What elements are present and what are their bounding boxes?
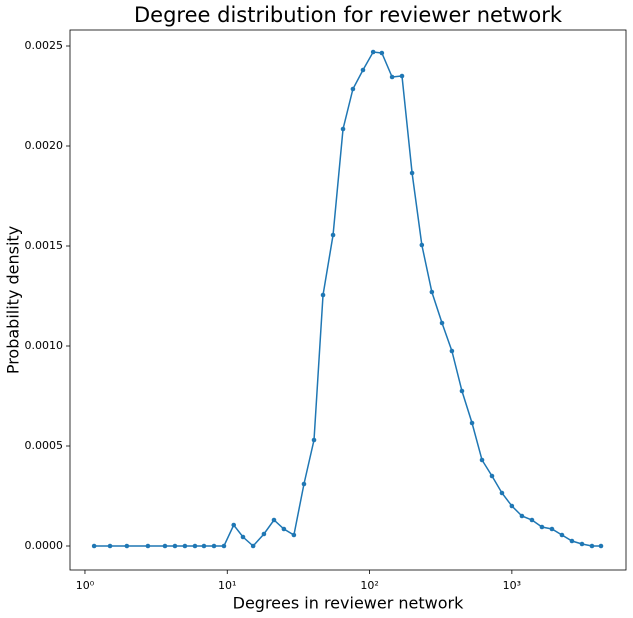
data-point bbox=[301, 481, 307, 487]
y-tick-label: 0.0025 bbox=[25, 39, 64, 52]
data-point bbox=[559, 532, 565, 538]
data-point bbox=[419, 242, 425, 248]
data-point bbox=[162, 543, 168, 549]
y-tick-label: 0.0005 bbox=[25, 439, 64, 452]
data-point bbox=[399, 73, 405, 79]
x-tick-label: 10³ bbox=[503, 579, 521, 592]
data-point bbox=[479, 457, 485, 463]
x-axis-label: Degrees in reviewer network bbox=[233, 594, 464, 613]
y-tick-label: 0.0000 bbox=[25, 539, 64, 552]
plot-frame bbox=[69, 29, 627, 571]
data-point bbox=[409, 170, 415, 176]
data-point bbox=[124, 543, 130, 549]
data-point bbox=[379, 50, 385, 56]
y-axis-label: Probability density bbox=[4, 226, 23, 374]
data-point bbox=[489, 473, 495, 479]
data-point bbox=[182, 543, 188, 549]
data-point bbox=[211, 543, 217, 549]
data-point bbox=[240, 534, 246, 540]
data-point bbox=[145, 543, 151, 549]
y-tick-label: 0.0020 bbox=[25, 139, 64, 152]
data-point bbox=[250, 543, 256, 549]
data-point bbox=[429, 289, 435, 295]
x-tick-label: 10² bbox=[360, 579, 378, 592]
data-point bbox=[499, 490, 505, 496]
y-tick-label: 0.0010 bbox=[25, 339, 64, 352]
x-tick-label: 10⁰ bbox=[76, 579, 95, 592]
data-point bbox=[107, 543, 113, 549]
data-point bbox=[439, 320, 445, 326]
data-point bbox=[320, 292, 326, 298]
y-tick-label: 0.0015 bbox=[25, 239, 64, 252]
data-point bbox=[231, 522, 237, 528]
data-point bbox=[192, 543, 198, 549]
data-point bbox=[569, 538, 575, 544]
data-point bbox=[360, 67, 366, 73]
data-line bbox=[94, 51, 601, 548]
data-point bbox=[449, 348, 455, 354]
data-point bbox=[459, 388, 465, 394]
data-point bbox=[579, 541, 585, 547]
data-point bbox=[589, 543, 595, 549]
data-point bbox=[539, 524, 545, 530]
data-point bbox=[350, 86, 356, 92]
data-point bbox=[330, 232, 336, 238]
data-point bbox=[389, 74, 395, 80]
data-point bbox=[509, 503, 515, 509]
data-point bbox=[172, 543, 178, 549]
data-point bbox=[529, 517, 535, 523]
data-point bbox=[598, 543, 604, 549]
chart-title: Degree distribution for reviewer network bbox=[134, 3, 563, 27]
data-point bbox=[261, 531, 267, 537]
data-point bbox=[221, 543, 227, 549]
x-tick-label: 10¹ bbox=[218, 579, 236, 592]
data-point bbox=[519, 513, 525, 519]
data-point bbox=[549, 526, 555, 532]
data-point bbox=[271, 517, 277, 523]
data-point bbox=[340, 126, 346, 132]
data-point bbox=[281, 526, 287, 532]
data-point bbox=[311, 437, 317, 443]
data-point bbox=[291, 532, 297, 538]
data-point bbox=[469, 420, 475, 426]
data-point bbox=[91, 543, 97, 549]
data-point bbox=[201, 543, 207, 549]
data-point bbox=[370, 49, 376, 55]
